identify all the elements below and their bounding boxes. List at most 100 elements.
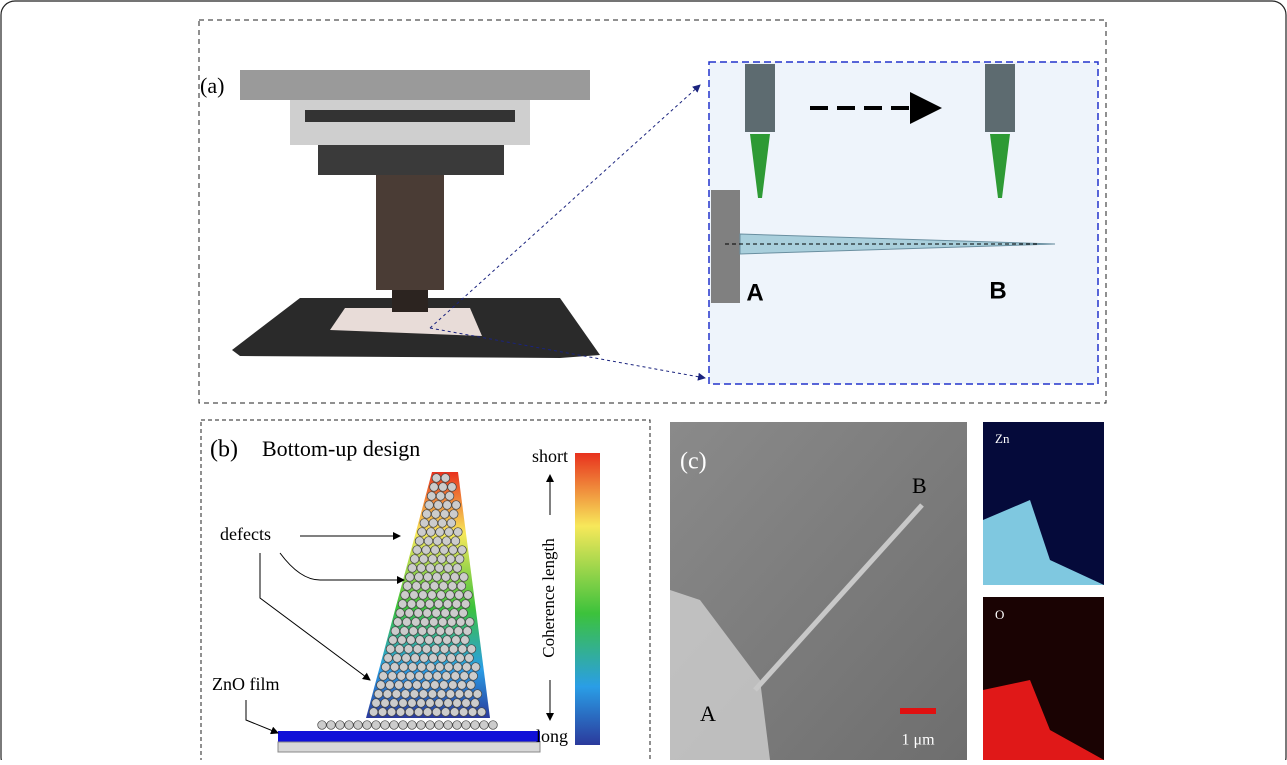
atom bbox=[433, 573, 442, 582]
panel-label: (b) bbox=[210, 437, 238, 463]
atom bbox=[454, 528, 463, 537]
atom bbox=[415, 573, 424, 582]
atom bbox=[408, 564, 417, 573]
atom bbox=[438, 654, 447, 663]
atom bbox=[447, 654, 456, 663]
atom bbox=[458, 645, 467, 654]
point-label: A bbox=[746, 279, 763, 306]
scale-axis-label: Coherence length bbox=[539, 538, 558, 658]
atom bbox=[429, 618, 438, 627]
atom bbox=[436, 528, 445, 537]
atom bbox=[473, 690, 482, 699]
atom bbox=[336, 721, 345, 730]
atom bbox=[435, 721, 444, 730]
atom bbox=[327, 721, 336, 730]
atom bbox=[480, 721, 489, 730]
atom bbox=[395, 681, 404, 690]
atom bbox=[381, 721, 390, 730]
atom bbox=[400, 627, 409, 636]
atom bbox=[440, 510, 449, 519]
atom bbox=[434, 636, 443, 645]
atom bbox=[441, 708, 450, 717]
atom bbox=[377, 681, 386, 690]
atom bbox=[434, 600, 443, 609]
atom bbox=[424, 537, 433, 546]
atom bbox=[422, 645, 431, 654]
atom bbox=[467, 645, 476, 654]
atom bbox=[427, 492, 436, 501]
substrate bbox=[278, 742, 540, 752]
atom bbox=[426, 699, 435, 708]
atom bbox=[434, 501, 443, 510]
atom bbox=[383, 690, 392, 699]
atom bbox=[465, 654, 474, 663]
atom bbox=[318, 721, 327, 730]
atom bbox=[392, 690, 401, 699]
color-bar bbox=[575, 453, 600, 745]
atom bbox=[381, 663, 390, 672]
atom bbox=[354, 721, 363, 730]
atom bbox=[437, 690, 446, 699]
atom bbox=[449, 681, 458, 690]
atom bbox=[445, 492, 454, 501]
atom bbox=[426, 663, 435, 672]
atom bbox=[431, 546, 440, 555]
atom bbox=[403, 582, 412, 591]
annotation: ZnO film bbox=[212, 674, 280, 694]
atom bbox=[436, 492, 445, 501]
atom bbox=[454, 627, 463, 636]
panel-label: (c) bbox=[680, 449, 707, 475]
atom bbox=[415, 537, 424, 546]
atom bbox=[442, 672, 451, 681]
atom bbox=[437, 555, 446, 564]
atom bbox=[402, 654, 411, 663]
atom bbox=[444, 721, 453, 730]
atom bbox=[398, 600, 407, 609]
annotation: defects bbox=[220, 524, 271, 544]
atom bbox=[463, 627, 472, 636]
atom bbox=[455, 690, 464, 699]
atom bbox=[407, 600, 416, 609]
scale-label: 1 μm bbox=[901, 732, 935, 749]
atom bbox=[436, 627, 445, 636]
atom bbox=[433, 672, 442, 681]
atom bbox=[456, 618, 465, 627]
atom bbox=[427, 627, 436, 636]
atom bbox=[424, 573, 433, 582]
atom bbox=[417, 721, 426, 730]
atom bbox=[399, 721, 408, 730]
atom bbox=[469, 672, 478, 681]
atom bbox=[414, 708, 423, 717]
atom bbox=[442, 573, 451, 582]
atom bbox=[410, 591, 419, 600]
atom bbox=[441, 474, 450, 483]
atom bbox=[422, 681, 431, 690]
atom bbox=[413, 681, 422, 690]
atom bbox=[443, 501, 452, 510]
atom bbox=[398, 636, 407, 645]
atom bbox=[406, 672, 415, 681]
atom bbox=[432, 474, 441, 483]
atom bbox=[404, 645, 413, 654]
atom bbox=[422, 510, 431, 519]
atom bbox=[458, 546, 467, 555]
atom bbox=[453, 564, 462, 573]
atom bbox=[401, 591, 410, 600]
atom bbox=[439, 483, 448, 492]
atom bbox=[374, 690, 383, 699]
atom bbox=[453, 721, 462, 730]
atom bbox=[378, 708, 387, 717]
atom bbox=[396, 708, 405, 717]
atom bbox=[457, 582, 466, 591]
atom bbox=[442, 537, 451, 546]
atom bbox=[444, 564, 453, 573]
atom bbox=[408, 699, 417, 708]
atom bbox=[417, 564, 426, 573]
atom bbox=[428, 555, 437, 564]
atom bbox=[419, 555, 428, 564]
atom bbox=[431, 510, 440, 519]
atom bbox=[451, 573, 460, 582]
atom bbox=[414, 609, 423, 618]
atom bbox=[417, 663, 426, 672]
map-label: O bbox=[995, 607, 1004, 622]
